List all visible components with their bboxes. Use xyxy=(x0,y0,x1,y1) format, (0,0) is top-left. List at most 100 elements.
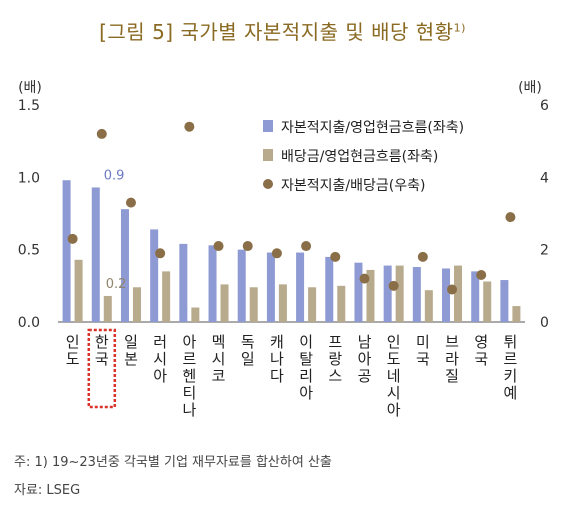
category-label-char: 아 xyxy=(358,350,372,368)
dot-ratio-10 xyxy=(359,273,370,284)
category-label-char: 도 xyxy=(66,350,80,368)
category-label-char: 스 xyxy=(328,367,342,385)
annotation-0: 0.9 xyxy=(104,168,125,183)
bar-capex-14 xyxy=(471,271,480,322)
bar-capex-10 xyxy=(354,262,363,322)
dot-ratio-15 xyxy=(505,212,516,223)
chart-dots xyxy=(67,121,516,295)
bar-dividend-1 xyxy=(103,295,112,322)
category-label-char: 국 xyxy=(416,350,430,368)
bar-capex-0 xyxy=(62,180,71,322)
category-label-char: 티 xyxy=(182,384,196,402)
category-label-char: 튀 xyxy=(504,333,518,351)
annotation-1: 0.2 xyxy=(106,277,127,292)
legend-label-capex: 자본적지출/영업현금흐름(좌축) xyxy=(281,120,464,136)
y-left-tick-label: 1.5 xyxy=(18,98,40,114)
dot-ratio-2 xyxy=(125,197,136,208)
chart-title-footnote-mark: 1) xyxy=(453,21,466,35)
legend-swatch-dividend xyxy=(263,149,273,161)
category-label-char: 남 xyxy=(358,333,372,351)
category-label-char: 본 xyxy=(124,350,138,368)
bar-dividend-11 xyxy=(395,265,404,322)
category-label-char: 러 xyxy=(153,333,167,351)
category-label-char: 국 xyxy=(95,350,109,368)
chart-bars xyxy=(62,180,521,322)
bar-capex-8 xyxy=(296,252,305,322)
chart-title-text: [그림 5] 국가별 자본적지출 및 배당 현황 xyxy=(99,20,454,44)
category-label-char: 프 xyxy=(328,333,342,351)
bar-dividend-3 xyxy=(162,271,171,322)
category-label-char: 질 xyxy=(445,367,459,385)
category-label-char: 독 xyxy=(241,333,255,351)
bar-dividend-10 xyxy=(366,269,375,322)
legend-label-dividend: 배당금/영업현금흐름(좌축) xyxy=(281,149,438,165)
dot-ratio-13 xyxy=(447,284,458,295)
dot-ratio-3 xyxy=(155,248,166,259)
bar-capex-6 xyxy=(237,249,246,322)
category-label-char: 라 xyxy=(445,350,459,368)
chart-labels: 인도한국일본러시아아르헨티나멕시코독일캐나다이탈리아프랑스남아공인도네시아미국브… xyxy=(66,168,518,419)
category-label-char: 공 xyxy=(358,367,372,385)
dot-ratio-14 xyxy=(476,269,487,280)
legend-label-ratio: 자본적지출/배당금(우축) xyxy=(281,178,425,194)
bar-dividend-9 xyxy=(337,285,346,322)
bar-dividend-13 xyxy=(454,265,463,322)
dot-ratio-7 xyxy=(271,248,282,259)
bar-dividend-8 xyxy=(308,287,317,322)
highlight-box xyxy=(87,328,117,409)
bar-capex-11 xyxy=(383,265,392,322)
category-label-char: 브 xyxy=(445,333,459,351)
y-left-tick-label: 0.5 xyxy=(18,243,40,259)
category-label-char: 시 xyxy=(212,350,226,368)
bar-capex-9 xyxy=(325,256,334,322)
bar-dividend-0 xyxy=(74,259,83,322)
y-right-tick-label: 6 xyxy=(540,98,549,114)
dot-ratio-11 xyxy=(388,280,399,291)
category-label-char: 예 xyxy=(504,384,518,402)
bar-dividend-15 xyxy=(512,306,521,322)
category-label-char: 나 xyxy=(182,401,196,419)
source-note: 자료: LSEG xyxy=(14,483,81,498)
bar-capex-4 xyxy=(179,243,188,322)
y-right-tick-label: 4 xyxy=(540,170,549,186)
bar-dividend-4 xyxy=(191,307,200,322)
bar-capex-13 xyxy=(442,268,451,322)
chart-axes: 0.0 0.5 1.0 1.5 (배) 0 2 4 6 (배) xyxy=(18,80,549,331)
category-label-char: 아 xyxy=(299,384,313,402)
category-label-char: 시 xyxy=(153,350,167,368)
bar-capex-15 xyxy=(500,280,509,322)
category-label-char: 나 xyxy=(270,350,284,368)
category-label-char: 영 xyxy=(474,333,488,351)
bar-capex-1 xyxy=(91,187,100,322)
y-right-unit: (배) xyxy=(518,80,542,96)
chart-title: [그림 5] 국가별 자본적지출 및 배당 현황1) xyxy=(0,16,565,45)
category-label-char: 헨 xyxy=(182,367,196,385)
category-label-char: 도 xyxy=(387,350,401,368)
bar-dividend-5 xyxy=(220,284,229,322)
bar-capex-2 xyxy=(120,209,129,322)
category-label-char: 일 xyxy=(124,333,138,351)
y-right-tick-label: 0 xyxy=(540,315,549,331)
category-label-char: 르 xyxy=(182,350,196,368)
category-label-char: 캐 xyxy=(270,333,284,351)
category-label-char: 리 xyxy=(299,367,313,385)
dot-ratio-5 xyxy=(213,241,224,252)
category-label-char: 인 xyxy=(66,333,80,351)
bar-dividend-2 xyxy=(132,287,141,322)
category-label-char: 이 xyxy=(299,333,313,351)
legend-swatch-ratio xyxy=(263,179,273,189)
category-label-char: 아 xyxy=(153,367,167,385)
dot-ratio-4 xyxy=(184,121,195,132)
dot-ratio-9 xyxy=(330,251,341,262)
category-label-char: 시 xyxy=(387,384,401,402)
category-label-char: 코 xyxy=(212,367,226,385)
bar-capex-12 xyxy=(412,267,421,322)
y-left-tick-label: 1.0 xyxy=(18,170,40,186)
dot-ratio-6 xyxy=(242,241,253,252)
y-right-tick-label: 2 xyxy=(540,243,549,259)
category-label-char: 아 xyxy=(182,333,196,351)
category-label-char: 랑 xyxy=(328,350,342,368)
bar-dividend-12 xyxy=(424,290,433,322)
category-label-char: 키 xyxy=(504,367,518,385)
